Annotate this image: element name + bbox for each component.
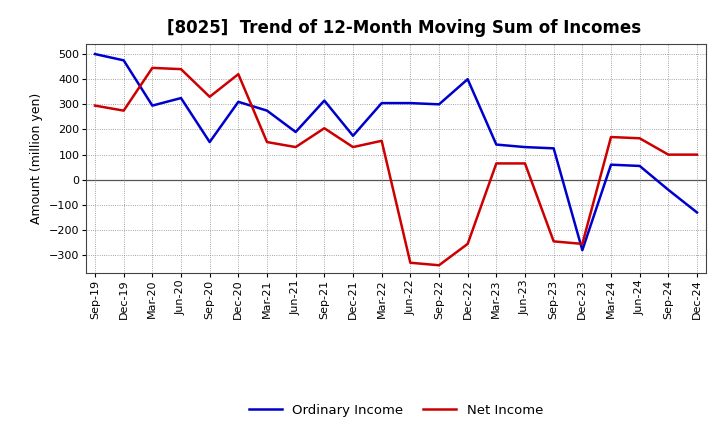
Y-axis label: Amount (million yen): Amount (million yen) <box>30 93 43 224</box>
Net Income <box>205 94 214 99</box>
Net Income <box>263 139 271 145</box>
Ordinary Income <box>635 163 644 169</box>
Ordinary Income <box>464 77 472 82</box>
Net Income <box>464 241 472 246</box>
Net Income <box>549 239 558 244</box>
Legend: Ordinary Income, Net Income: Ordinary Income, Net Income <box>243 398 549 422</box>
Ordinary Income <box>234 99 243 104</box>
Net Income <box>91 103 99 108</box>
Net Income <box>234 72 243 77</box>
Ordinary Income <box>120 58 128 63</box>
Ordinary Income <box>91 51 99 57</box>
Ordinary Income <box>578 248 587 253</box>
Ordinary Income <box>492 142 500 147</box>
Line: Ordinary Income: Ordinary Income <box>95 54 697 250</box>
Ordinary Income <box>664 187 672 192</box>
Net Income <box>120 108 128 113</box>
Net Income <box>693 152 701 157</box>
Net Income <box>176 66 185 72</box>
Net Income <box>607 134 616 139</box>
Ordinary Income <box>348 133 357 139</box>
Net Income <box>320 125 328 131</box>
Net Income <box>377 138 386 143</box>
Line: Net Income: Net Income <box>95 68 697 265</box>
Ordinary Income <box>292 129 300 135</box>
Ordinary Income <box>607 162 616 167</box>
Net Income <box>664 152 672 157</box>
Net Income <box>348 144 357 150</box>
Net Income <box>406 260 415 265</box>
Net Income <box>292 144 300 150</box>
Net Income <box>435 263 444 268</box>
Ordinary Income <box>263 108 271 113</box>
Ordinary Income <box>549 146 558 151</box>
Net Income <box>635 136 644 141</box>
Ordinary Income <box>148 103 157 108</box>
Ordinary Income <box>521 144 529 150</box>
Net Income <box>521 161 529 166</box>
Ordinary Income <box>406 100 415 106</box>
Ordinary Income <box>205 139 214 145</box>
Ordinary Income <box>435 102 444 107</box>
Ordinary Income <box>377 100 386 106</box>
Text: [8025]  Trend of 12-Month Moving Sum of Incomes: [8025] Trend of 12-Month Moving Sum of I… <box>167 19 641 37</box>
Net Income <box>578 241 587 246</box>
Net Income <box>148 65 157 70</box>
Ordinary Income <box>320 98 328 103</box>
Ordinary Income <box>176 95 185 101</box>
Ordinary Income <box>693 210 701 215</box>
Net Income <box>492 161 500 166</box>
